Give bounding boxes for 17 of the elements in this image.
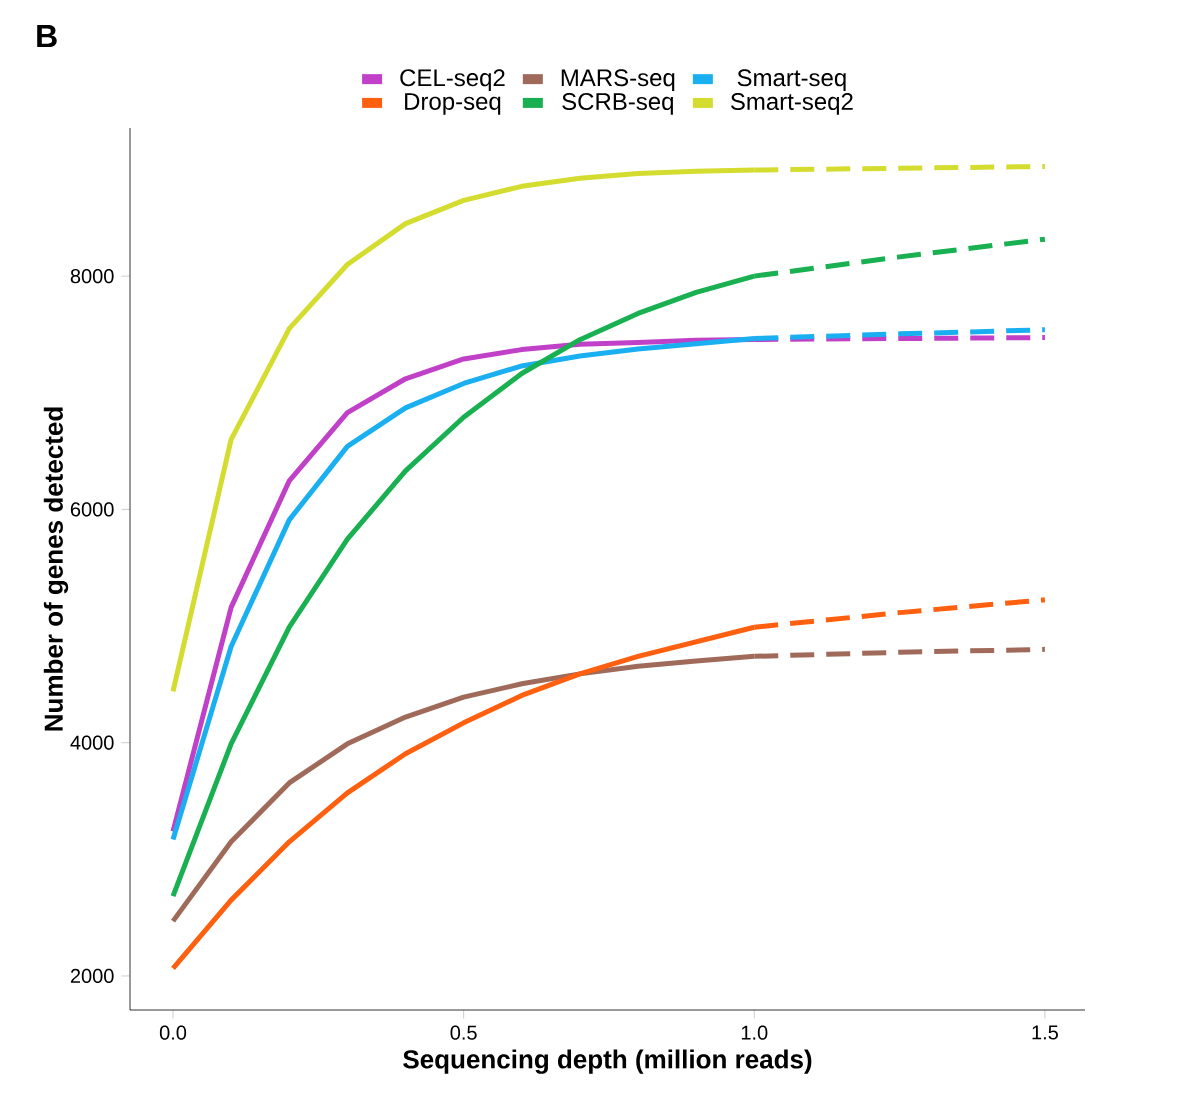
legend-label: Smart-seq2 [730,93,853,115]
x-tick-label: 0.0 [159,1025,187,1040]
y-tick-label: 6000 [70,502,114,517]
y-tick-label: 8000 [70,269,114,284]
x-axis-title: Sequencing depth (million reads) [403,1049,812,1074]
y-axis-title: Number of genes detected [43,407,69,731]
y-tick-label: 4000 [70,735,114,750]
x-tick-label: 0.5 [450,1025,477,1040]
legend-label: CEL-seq2 [400,69,505,92]
x-tick-label: 1.0 [741,1025,768,1040]
x-tick-label: 1.5 [1032,1025,1058,1040]
legend-label: Smart-seq [737,69,846,92]
legend-label: SCRB-seq [562,93,673,115]
legend-label: MARS-seq [561,69,675,92]
y-tick-label: 2000 [70,968,114,984]
legend-label: Drop-seq [405,93,501,115]
text: B [37,25,57,48]
